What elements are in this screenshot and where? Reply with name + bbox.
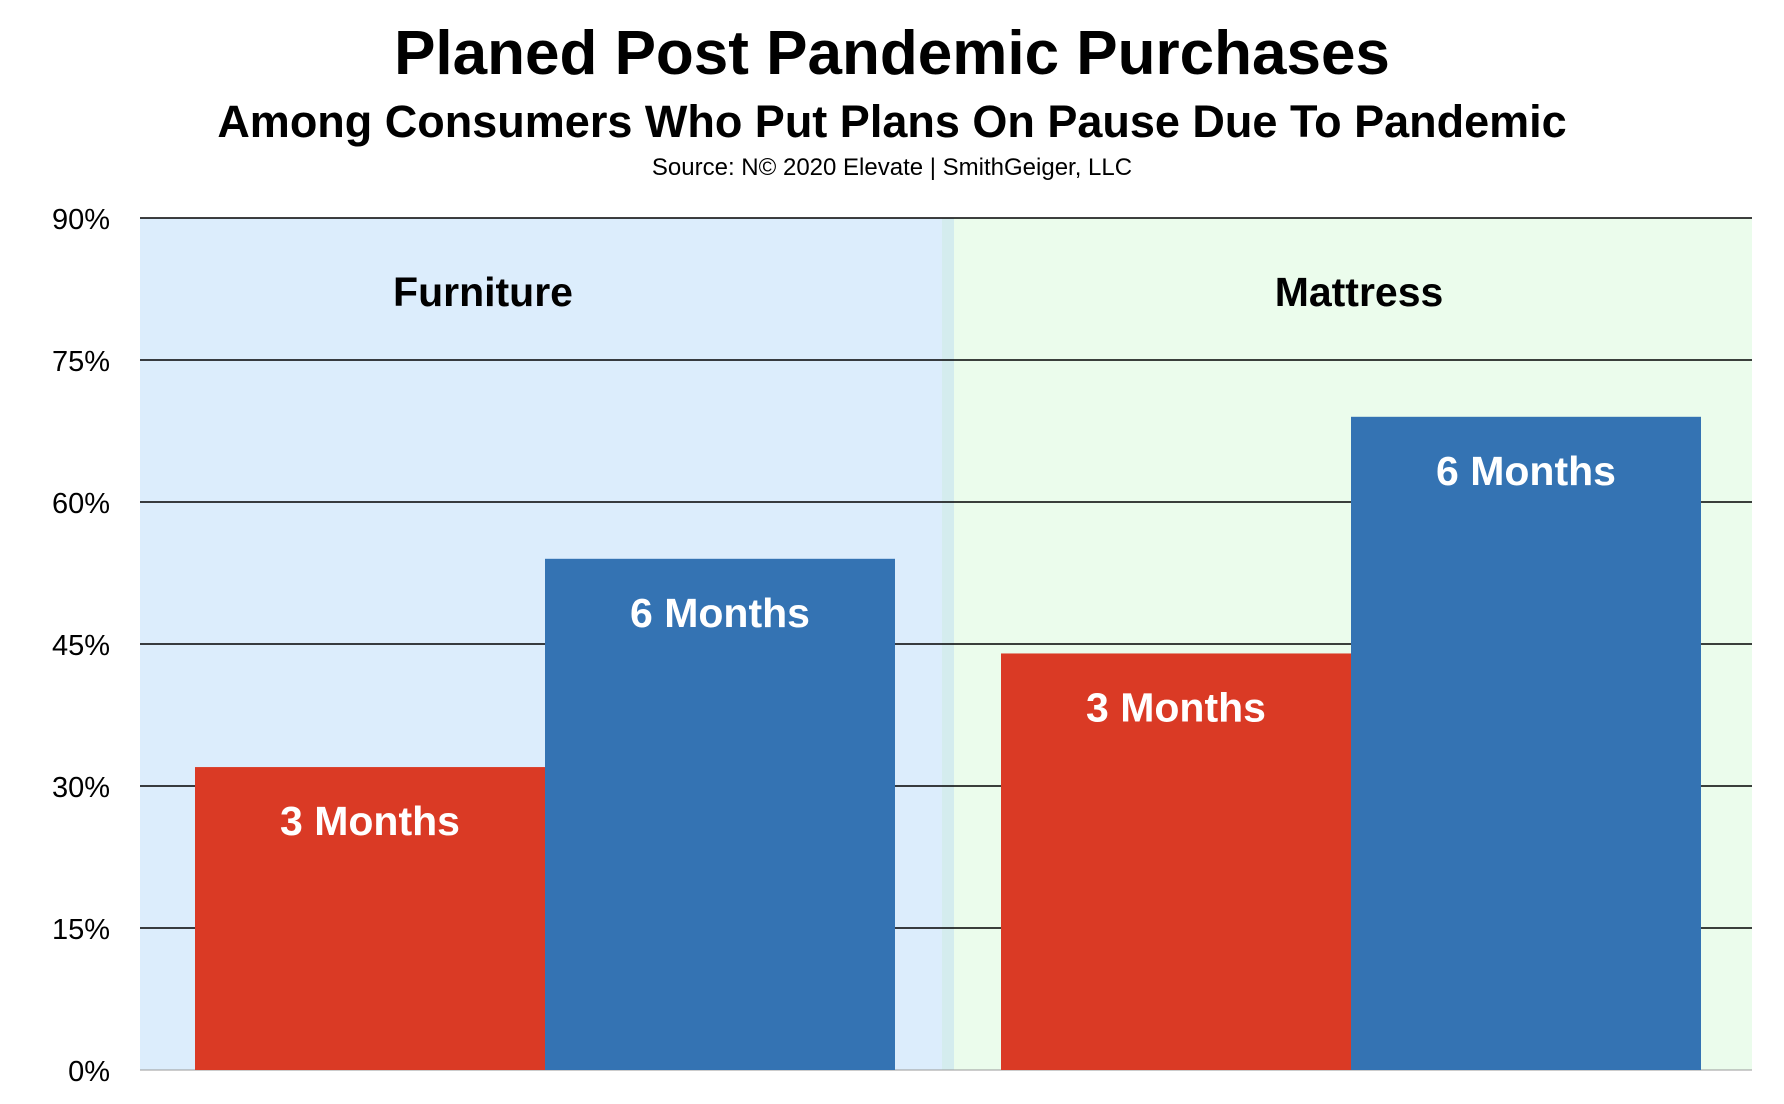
- bars: [195, 416, 1701, 1070]
- bar: [545, 558, 895, 1070]
- bar: [1351, 416, 1701, 1070]
- y-tick-label: 15%: [52, 914, 110, 946]
- chart-source: Source: N© 2020 Elevate | SmithGeiger, L…: [651, 154, 1133, 181]
- y-tick-label: 90%: [52, 204, 110, 236]
- y-tick-label: 75%: [52, 346, 110, 378]
- bar-label: 3 Months: [1086, 684, 1266, 730]
- bar: [1001, 653, 1351, 1070]
- y-tick-label: 30%: [52, 772, 110, 804]
- group-label: Mattress: [1275, 269, 1444, 315]
- y-tick-label: 60%: [52, 488, 110, 520]
- chart-subtitle: Among Consumers Who Put Plans On Pause D…: [217, 96, 1567, 147]
- labels: Furniture 3 Months 6 Months Mattress 3 Month…: [280, 269, 1616, 844]
- bar-label: 3 Months: [280, 798, 460, 844]
- bar: [195, 767, 545, 1070]
- y-tick-label: 45%: [52, 630, 110, 662]
- bar-label: 6 Months: [1436, 448, 1616, 494]
- y-axis: 0% 15% 30% 45% 60% 75% 90%: [52, 204, 110, 1088]
- group-label: Furniture: [393, 269, 573, 315]
- chart-title: Planed Post Pandemic Purchases: [394, 19, 1390, 88]
- bar-label: 6 Months: [630, 590, 810, 636]
- y-tick-label: 0%: [68, 1056, 110, 1088]
